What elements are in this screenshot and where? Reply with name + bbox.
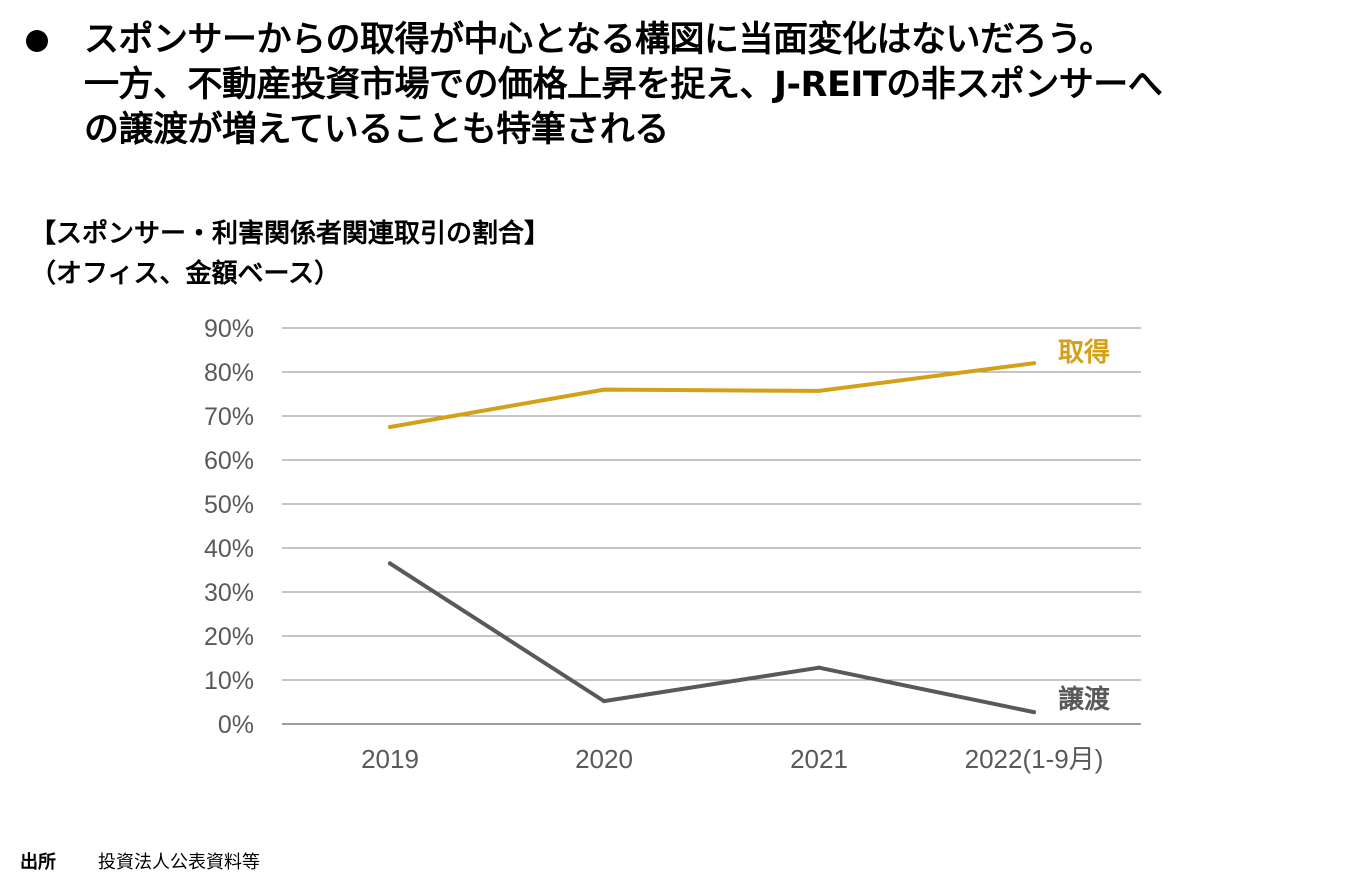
data-point (602, 387, 606, 392)
chart-title: 【スポンサー・利害関係者関連取引の割合】 （オフィス、金額ベース） (30, 214, 550, 294)
series-label: 譲渡 (1058, 684, 1111, 714)
source-note: 出所 投資法人公表資料等 (20, 848, 260, 878)
data-point (1032, 710, 1036, 715)
y-tick-label: 30% (204, 579, 254, 607)
x-tick-label: 2020 (575, 744, 633, 774)
series-line-acquisition (388, 361, 1036, 429)
chart-title-line-1: 【スポンサー・利害関係者関連取引の割合】 (30, 219, 551, 249)
source-text: 投資法人公表資料等 (98, 852, 260, 873)
source-label: 出所 (20, 852, 56, 873)
data-point (817, 665, 821, 670)
y-tick-label: 40% (204, 535, 254, 563)
headline-text: スポンサーからの取得が中心となる構図に当面変化はないだろう。 一方、不動産投資市… (84, 18, 1344, 153)
y-tick-label: 20% (204, 623, 254, 651)
y-tick-label: 70% (204, 403, 254, 431)
headline-line-3: の譲渡が増えていることも特筆される (84, 110, 669, 150)
bullet-icon (26, 30, 48, 52)
y-tick-label: 50% (204, 491, 254, 519)
y-tick-label: 0% (218, 711, 254, 739)
headline-line-1: スポンサーからの取得が中心となる構図に当面変化はないだろう。 (84, 20, 1114, 60)
y-tick-label: 90% (204, 315, 254, 343)
data-point (1032, 361, 1036, 366)
headline-line-2: 一方、不動産投資市場での価格上昇を捉え、J-REITの非スポンサーへ (84, 65, 1163, 105)
series-label: 取得 (1058, 337, 1110, 367)
x-tick-label: 2019 (361, 744, 419, 774)
series-line-disposal (388, 561, 1036, 715)
x-tick-label: 2022(1-9月) (965, 744, 1104, 774)
chart-title-line-2: （オフィス、金額ベース） (30, 259, 341, 289)
y-tick-label: 10% (204, 667, 254, 695)
x-tick-label: 2021 (790, 744, 848, 774)
y-tick-label: 60% (204, 447, 254, 475)
data-point (388, 561, 392, 566)
data-point (388, 425, 392, 429)
data-point (602, 699, 606, 704)
data-point (817, 388, 821, 393)
y-tick-label: 80% (204, 359, 254, 387)
